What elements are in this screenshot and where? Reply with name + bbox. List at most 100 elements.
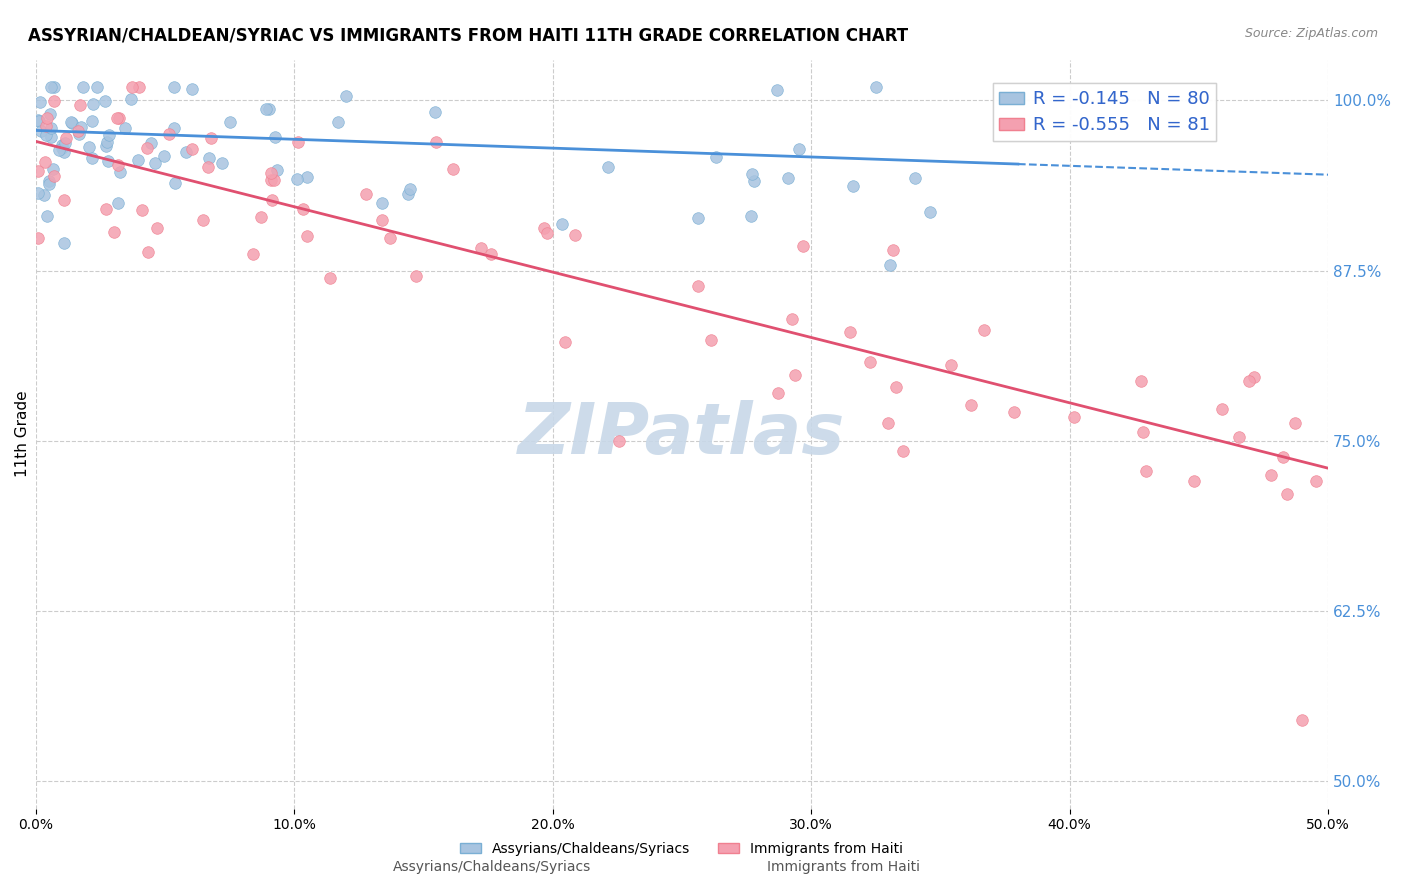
Point — [859, 355, 882, 369]
Point — [879, 258, 901, 272]
Point — [42, 94, 65, 108]
Point — [211, 156, 233, 170]
Point — [32, 187, 55, 202]
Point — [1284, 416, 1306, 430]
Point — [250, 210, 273, 224]
Point — [52, 145, 75, 160]
Point — [34, 119, 56, 133]
Point — [27, 231, 49, 245]
Point — [86, 79, 108, 94]
Point — [139, 136, 162, 150]
Point — [67, 127, 90, 141]
Point — [52, 236, 75, 251]
Point — [108, 165, 131, 179]
Point — [260, 166, 283, 180]
Point — [198, 151, 221, 165]
Point — [884, 380, 907, 394]
Point — [396, 187, 419, 202]
Point — [108, 111, 131, 125]
Point — [176, 145, 198, 159]
Point — [254, 102, 277, 116]
Point — [1063, 410, 1085, 425]
Point — [704, 150, 727, 164]
Point — [39, 107, 62, 121]
Point — [260, 172, 283, 186]
Point — [765, 83, 787, 97]
Point — [783, 368, 806, 383]
Text: Assyrians/Chaldeans/Syriacs: Assyrians/Chaldeans/Syriacs — [392, 860, 592, 874]
Point — [263, 173, 285, 187]
Point — [441, 162, 464, 177]
Point — [114, 120, 136, 135]
Point — [107, 195, 129, 210]
Point — [146, 221, 169, 235]
Point — [42, 79, 65, 94]
Point — [80, 152, 103, 166]
Point — [1272, 450, 1295, 464]
Point — [163, 177, 186, 191]
Point — [69, 97, 91, 112]
Point — [686, 211, 709, 226]
Point — [1275, 487, 1298, 501]
Point — [533, 221, 555, 235]
Legend: R = -0.145   N = 80, R = -0.555   N = 81: R = -0.145 N = 80, R = -0.555 N = 81 — [993, 83, 1216, 141]
Point — [787, 142, 810, 156]
Point — [776, 170, 799, 185]
Point — [51, 138, 73, 153]
Point — [1211, 401, 1233, 416]
Point — [425, 135, 447, 149]
Point — [96, 135, 118, 149]
Point — [96, 202, 118, 216]
Point — [266, 162, 288, 177]
Point — [27, 164, 49, 178]
Point — [564, 227, 586, 242]
Point — [163, 121, 186, 136]
Point — [120, 92, 142, 106]
Point — [37, 210, 59, 224]
Point — [77, 140, 100, 154]
Point — [28, 114, 51, 128]
Point — [193, 212, 215, 227]
Point — [354, 187, 377, 202]
Point — [136, 244, 159, 259]
Point — [470, 241, 492, 255]
Point — [1237, 374, 1260, 388]
Point — [34, 128, 56, 142]
Point — [200, 131, 222, 145]
Point — [97, 128, 120, 143]
Point — [700, 333, 723, 347]
Point — [107, 112, 129, 126]
Point — [1291, 713, 1313, 727]
Point — [326, 115, 349, 129]
Point — [891, 443, 914, 458]
Point — [39, 130, 62, 145]
Point — [688, 279, 710, 293]
Point — [180, 81, 202, 95]
Point — [839, 325, 862, 339]
Point — [136, 141, 159, 155]
Point — [291, 202, 314, 216]
Point — [285, 172, 308, 186]
Point — [882, 243, 904, 257]
Point — [766, 386, 789, 401]
Point — [163, 79, 186, 94]
Point — [741, 167, 763, 181]
Point — [607, 434, 630, 449]
Point — [157, 128, 180, 142]
Point — [287, 135, 309, 149]
Point — [197, 160, 219, 174]
Point — [904, 170, 927, 185]
Point — [34, 154, 56, 169]
Point — [152, 149, 174, 163]
Point — [97, 153, 120, 168]
Point — [96, 139, 118, 153]
Point — [103, 225, 125, 239]
Point — [39, 79, 62, 94]
Point — [27, 112, 49, 127]
Point — [94, 95, 117, 109]
Point — [69, 120, 91, 134]
Point — [41, 121, 63, 136]
Point — [1135, 464, 1157, 478]
Point — [38, 177, 60, 191]
Point — [335, 89, 357, 103]
